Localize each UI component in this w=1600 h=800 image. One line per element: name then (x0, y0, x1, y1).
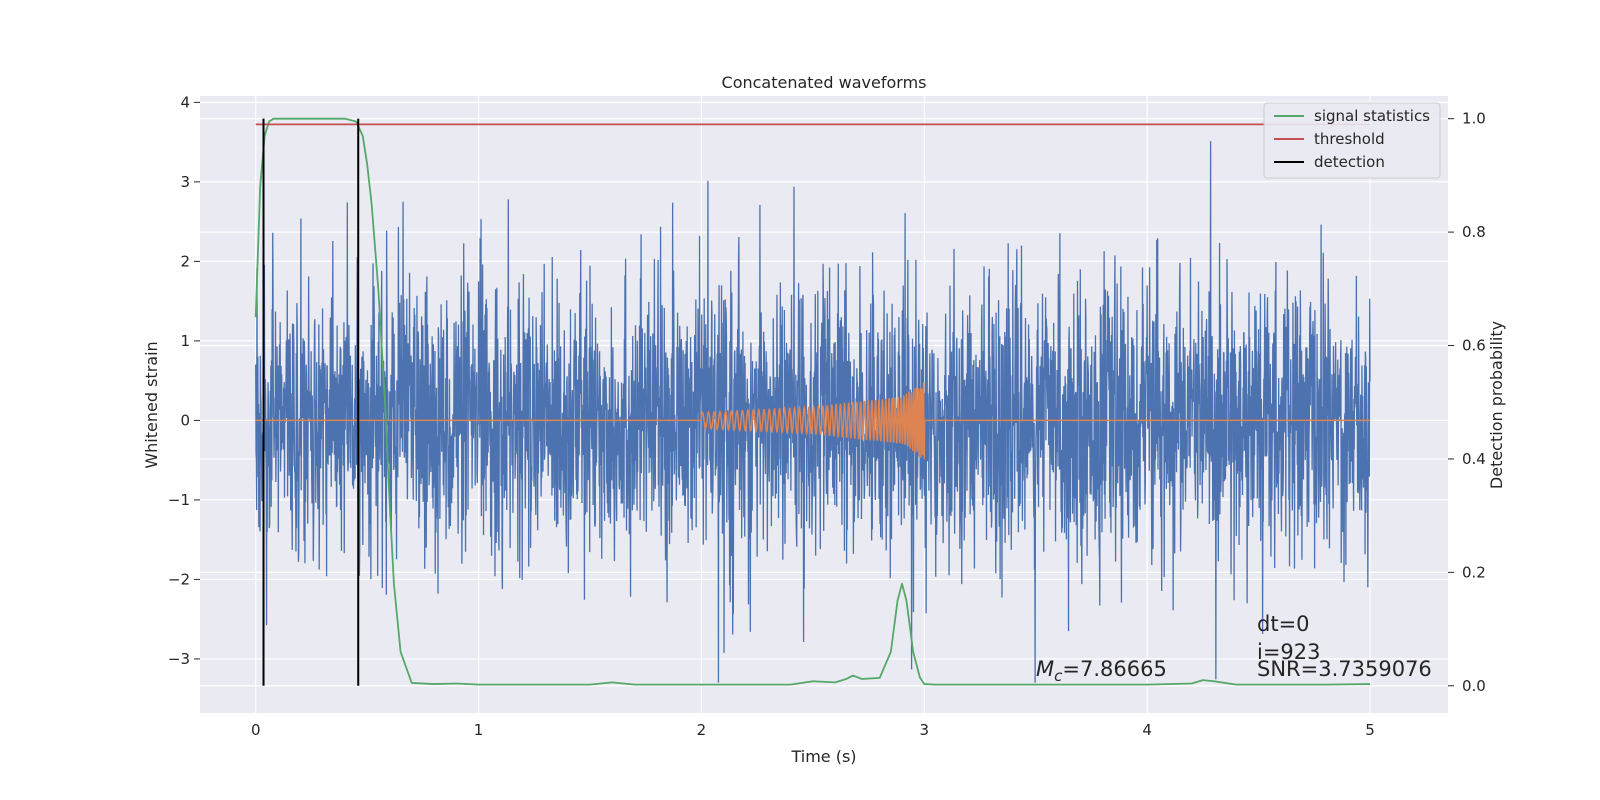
chirp-mass-value: =7.86665 (1062, 657, 1166, 681)
y2-tick-label: 0.4 (1462, 450, 1486, 468)
x-tick-label: 3 (920, 721, 930, 739)
y2-tick-label: 1.0 (1462, 110, 1486, 128)
y-tick-label: 3 (180, 173, 190, 191)
y-axis-label: Whitened strain (142, 341, 161, 468)
y2-tick-label: 0.2 (1462, 563, 1486, 581)
x-tick-label: 4 (1142, 721, 1152, 739)
x-tick-label: 2 (697, 721, 707, 739)
x-axis-label: Time (s) (790, 747, 856, 766)
template-waveform-line (255, 382, 1370, 460)
chirp-mass-annotation: Mc=7.86665 (1036, 657, 1167, 685)
legend-box (1263, 102, 1441, 179)
y-axis-left: −3 −2 −1 0 1 2 3 4 (168, 93, 200, 668)
y2-axis-label: Detection probability (1487, 321, 1506, 489)
chirp-mass-subscript: c (1054, 667, 1063, 685)
y2-tick-label: 0.6 (1462, 337, 1486, 355)
snr-annotation: SNR=3.7359076 (1257, 657, 1432, 681)
legend-label-detection: detection (1314, 153, 1385, 171)
signal-statistics-line (254, 117, 1371, 686)
chirp-mass-symbol: M (1036, 657, 1054, 681)
noise-strain-line (255, 141, 1371, 683)
chart-title: Concatenated waveforms (722, 73, 927, 92)
index-annotation: i=923 (1257, 640, 1321, 664)
annotations: Mc=7.86665 dt=0 i=923 SNR=3.7359076 (1036, 612, 1432, 685)
plot-area (254, 117, 1371, 686)
legend: signal statistics threshold detection (1263, 102, 1441, 179)
y-axis-right: 0.0 0.2 0.4 0.6 0.8 1.0 (1448, 110, 1486, 695)
x-tick-label: 0 (251, 721, 261, 739)
y-tick-label: −1 (168, 491, 190, 509)
y-tick-label: 4 (180, 93, 190, 111)
y-tick-label: −2 (168, 570, 190, 588)
x-tick-label: 5 (1365, 721, 1375, 739)
y2-tick-label: 0.8 (1462, 223, 1486, 241)
y2-tick-label: 0.0 (1462, 677, 1486, 695)
legend-label-signal-statistics: signal statistics (1314, 107, 1430, 125)
y-tick-label: 1 (180, 332, 190, 350)
y-tick-label: −3 (168, 650, 190, 668)
x-tick-label: 1 (474, 721, 484, 739)
y-tick-label: 2 (180, 252, 190, 270)
legend-label-threshold: threshold (1314, 130, 1385, 148)
dt-annotation: dt=0 (1257, 612, 1310, 636)
x-axis: 0 1 2 3 4 5 (251, 721, 1375, 739)
y-tick-label: 0 (180, 411, 190, 429)
